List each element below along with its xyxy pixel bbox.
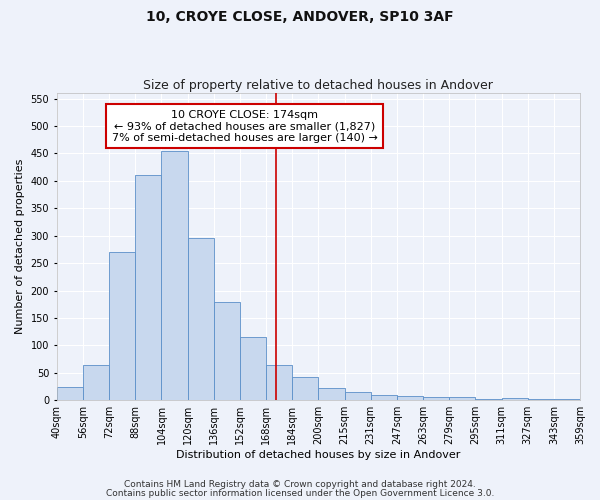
Bar (240, 337, 266, 400)
Bar (83, 364, 109, 400)
Bar (188, 238, 214, 400)
Bar (266, 364, 292, 400)
Title: Size of property relative to detached houses in Andover: Size of property relative to detached ho… (143, 79, 493, 92)
Bar (554, 398, 580, 400)
Text: 10, CROYE CLOSE, ANDOVER, SP10 3AF: 10, CROYE CLOSE, ANDOVER, SP10 3AF (146, 10, 454, 24)
Bar (502, 398, 527, 400)
Bar (57, 386, 83, 400)
Text: 10 CROYE CLOSE: 174sqm
← 93% of detached houses are smaller (1,827)
7% of semi-d: 10 CROYE CLOSE: 174sqm ← 93% of detached… (112, 110, 378, 143)
Bar (292, 377, 319, 400)
Bar (423, 398, 449, 400)
Bar (161, 150, 188, 400)
Text: Contains HM Land Registry data © Crown copyright and database right 2024.: Contains HM Land Registry data © Crown c… (124, 480, 476, 489)
Bar (527, 399, 554, 400)
Bar (109, 252, 135, 400)
Bar (214, 302, 240, 400)
Bar (319, 388, 344, 400)
Bar (449, 398, 475, 400)
Bar (344, 392, 371, 400)
Bar (135, 176, 161, 400)
Text: Contains public sector information licensed under the Open Government Licence 3.: Contains public sector information licen… (106, 488, 494, 498)
Y-axis label: Number of detached properties: Number of detached properties (15, 159, 25, 334)
Bar (397, 396, 423, 400)
Bar (371, 394, 397, 400)
X-axis label: Distribution of detached houses by size in Andover: Distribution of detached houses by size … (176, 450, 461, 460)
Bar (475, 398, 502, 400)
